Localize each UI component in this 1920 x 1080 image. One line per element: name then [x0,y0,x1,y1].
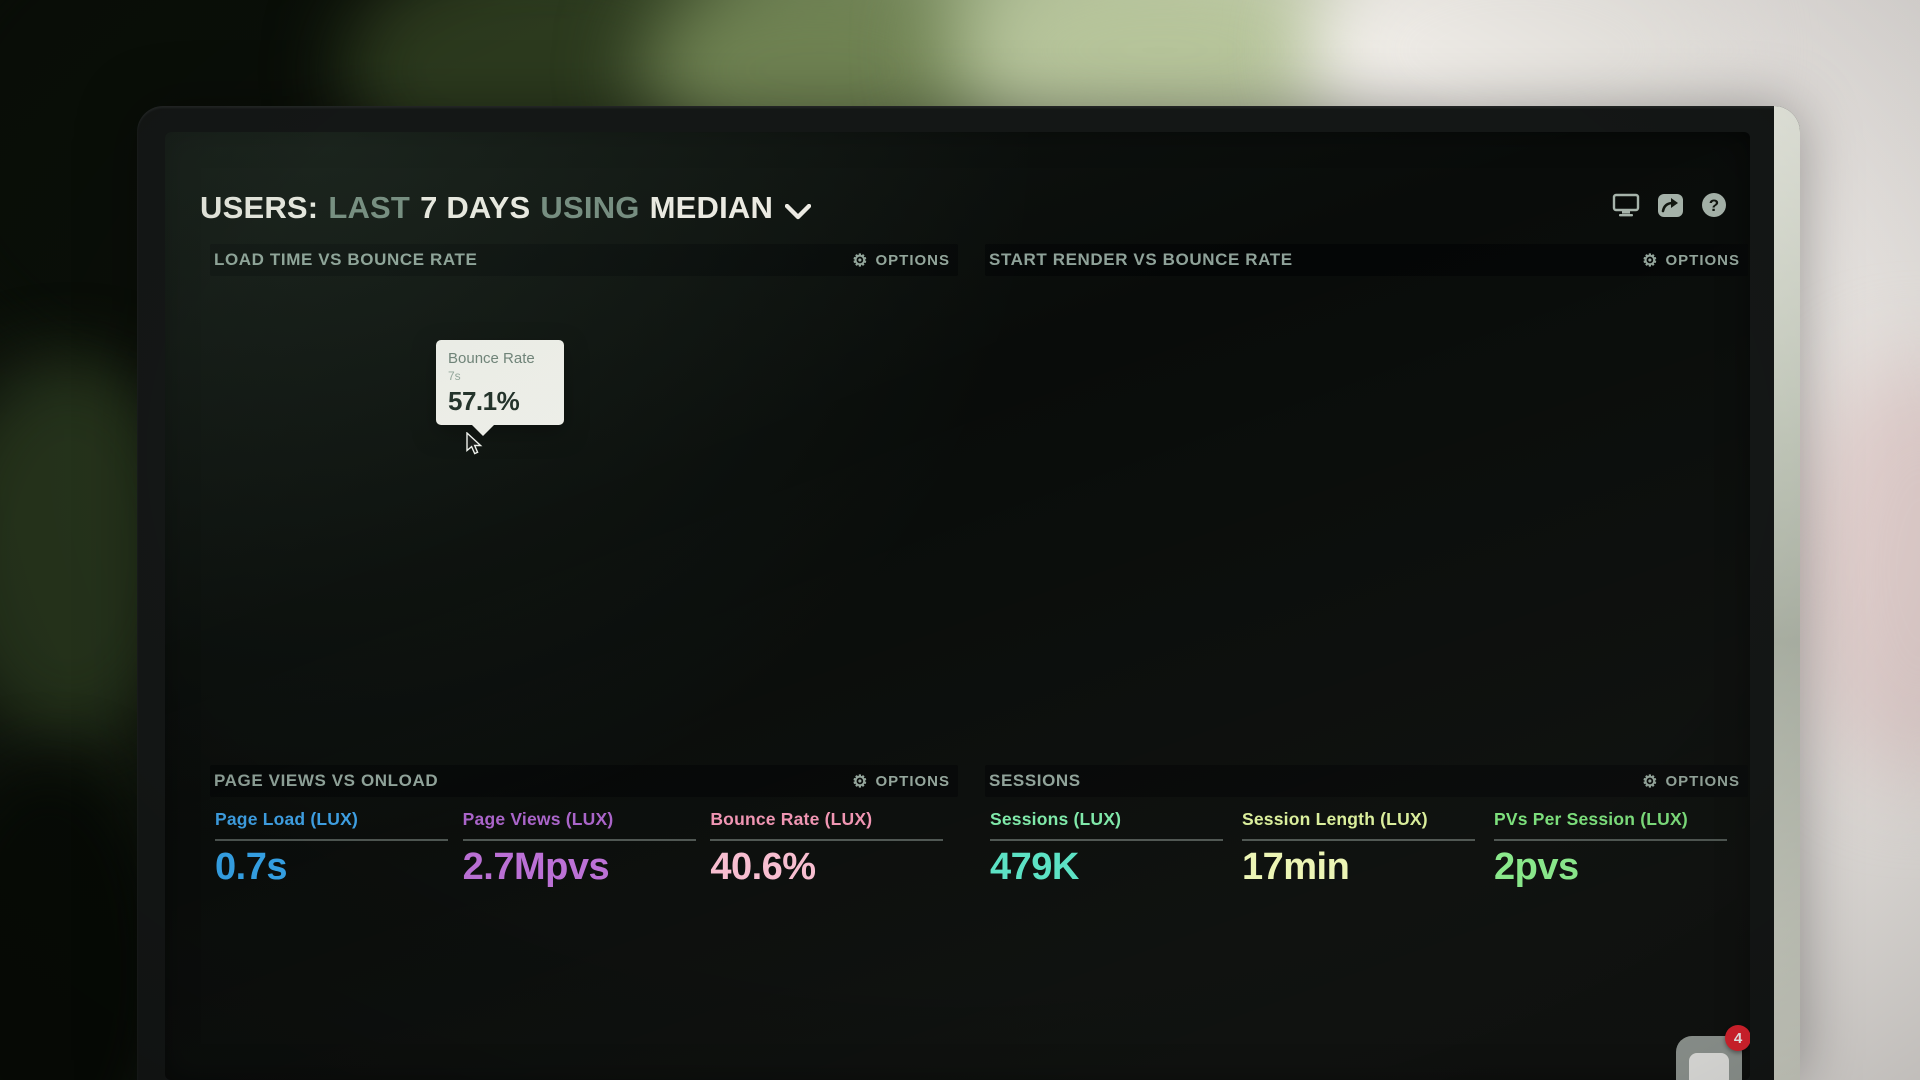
metric-label: Page Load (LUX) [215,809,359,829]
laptop-edge-highlight [1774,106,1800,1080]
metric-label: Bounce Rate (LUX) [710,809,873,829]
tooltip-title: Bounce Rate [448,350,535,367]
options-label: OPTIONS [1665,251,1740,269]
options-label: OPTIONS [1665,772,1740,790]
display-icon[interactable] [1612,192,1640,218]
options-label: OPTIONS [875,251,950,269]
metric-label: PVs Per Session (LUX) [1494,809,1688,829]
panel-header: SESSIONS ⚙ OPTIONS [985,765,1748,797]
options-button[interactable]: ⚙ OPTIONS [852,252,950,269]
share-icon[interactable] [1656,192,1684,218]
metric-value: 40.6% [710,846,816,888]
panel-page-views-vs-onload: PAGE VIEWS VS ONLOAD ⚙ OPTIONS Page Load… [210,765,958,1080]
panel-header: LOAD TIME VS BOUNCE RATE ⚙ OPTIONS [210,244,958,276]
metric-page-views: Page Views (LUX) 2.7Mpvs [462,809,711,888]
metric-divider [215,839,448,841]
metric-label: Page Views (LUX) [462,809,614,829]
mouse-cursor-icon [466,431,483,461]
metric-bounce-rate: Bounce Rate (LUX) 40.6% [710,809,958,886]
metric-value: 2pvs [1494,846,1579,888]
bounce-rate-tooltip: Bounce Rate 7s 57.1% [436,340,564,436]
options-button[interactable]: ⚙ OPTIONS [852,773,950,790]
panel-title: START RENDER VS BOUNCE RATE [989,250,1293,269]
chat-bubble-icon [1689,1053,1729,1080]
metric-label: Session Length (LUX) [1242,809,1428,829]
metric-divider [710,839,944,841]
metric-sessions: Sessions (LUX) 479K [990,809,1242,886]
metric-session-length: Session Length (LUX) 17min [1242,809,1494,886]
title-segment: LAST [328,190,411,225]
chat-widget-button[interactable]: 4 [1676,1025,1750,1080]
page-views-chart-area [210,888,958,1080]
metric-value: 479K [990,846,1079,888]
metric-page-load: Page Load (LUX) 0.7s [215,809,463,886]
options-button[interactable]: ⚙ OPTIONS [1642,252,1740,269]
notification-badge: 4 [1725,1025,1750,1051]
gear-icon: ⚙ [852,771,869,791]
title-segment: USERS: [200,190,319,225]
metric-pvs-per-session: PVs Per Session (LUX) 2pvs [1494,809,1746,886]
metric-label: Sessions (LUX) [990,809,1122,829]
title-segment: MEDIAN [649,190,774,225]
header-toolbar: ? [1612,192,1728,218]
panel-load-time-vs-bounce-rate: LOAD TIME VS BOUNCE RATE ⚙ OPTIONS Bounc… [210,244,958,688]
metric-divider [462,839,696,841]
metric-divider [990,839,1223,841]
metric-row: Page Load (LUX) 0.7s Page Views (LUX) 2.… [210,797,958,888]
metric-row: Sessions (LUX) 479K Session Length (LUX)… [985,797,1748,888]
metric-divider [1242,839,1475,841]
start-render-chart-area [985,276,1748,678]
options-button[interactable]: ⚙ OPTIONS [1642,773,1740,790]
laptop-bezel: USERS: LAST 7 DAYS USING MEDIAN ? LOAD TIME … [137,106,1800,1080]
help-icon[interactable]: ? [1700,192,1728,218]
gear-icon: ⚙ [1642,771,1659,791]
load-time-chart-area: Bounce Rate 7s 57.1% [210,276,958,678]
title-segment: 7 DAYS [420,190,531,225]
sessions-chart-area [985,888,1748,1080]
panel-start-render-vs-bounce-rate: START RENDER VS BOUNCE RATE ⚙ OPTIONS [985,244,1748,688]
svg-text:?: ? [1709,196,1719,215]
panel-title: LOAD TIME VS BOUNCE RATE [214,250,478,269]
panel-title: PAGE VIEWS VS ONLOAD [214,771,439,790]
users-filter-dropdown[interactable]: USERS: LAST 7 DAYS USING MEDIAN [200,188,812,228]
chevron-down-icon [784,192,812,228]
panel-sessions: SESSIONS ⚙ OPTIONS Sessions (LUX) 479K S… [985,765,1748,1080]
tooltip-value: 57.1% [448,386,520,416]
tooltip-x-value: 7s [448,369,461,383]
panel-title: SESSIONS [989,771,1081,790]
gear-icon: ⚙ [852,250,869,270]
metric-value: 17min [1242,846,1350,888]
panel-header: START RENDER VS BOUNCE RATE ⚙ OPTIONS [985,244,1748,276]
gear-icon: ⚙ [1642,250,1659,270]
title-segment: USING [540,190,640,225]
metric-value: 0.7s [215,846,287,888]
metric-value: 2.7Mpvs [462,846,610,888]
options-label: OPTIONS [875,772,950,790]
metric-divider [1494,839,1727,841]
dashboard-screen: USERS: LAST 7 DAYS USING MEDIAN ? LOAD TIME … [165,132,1750,1080]
panel-header: PAGE VIEWS VS ONLOAD ⚙ OPTIONS [210,765,958,797]
